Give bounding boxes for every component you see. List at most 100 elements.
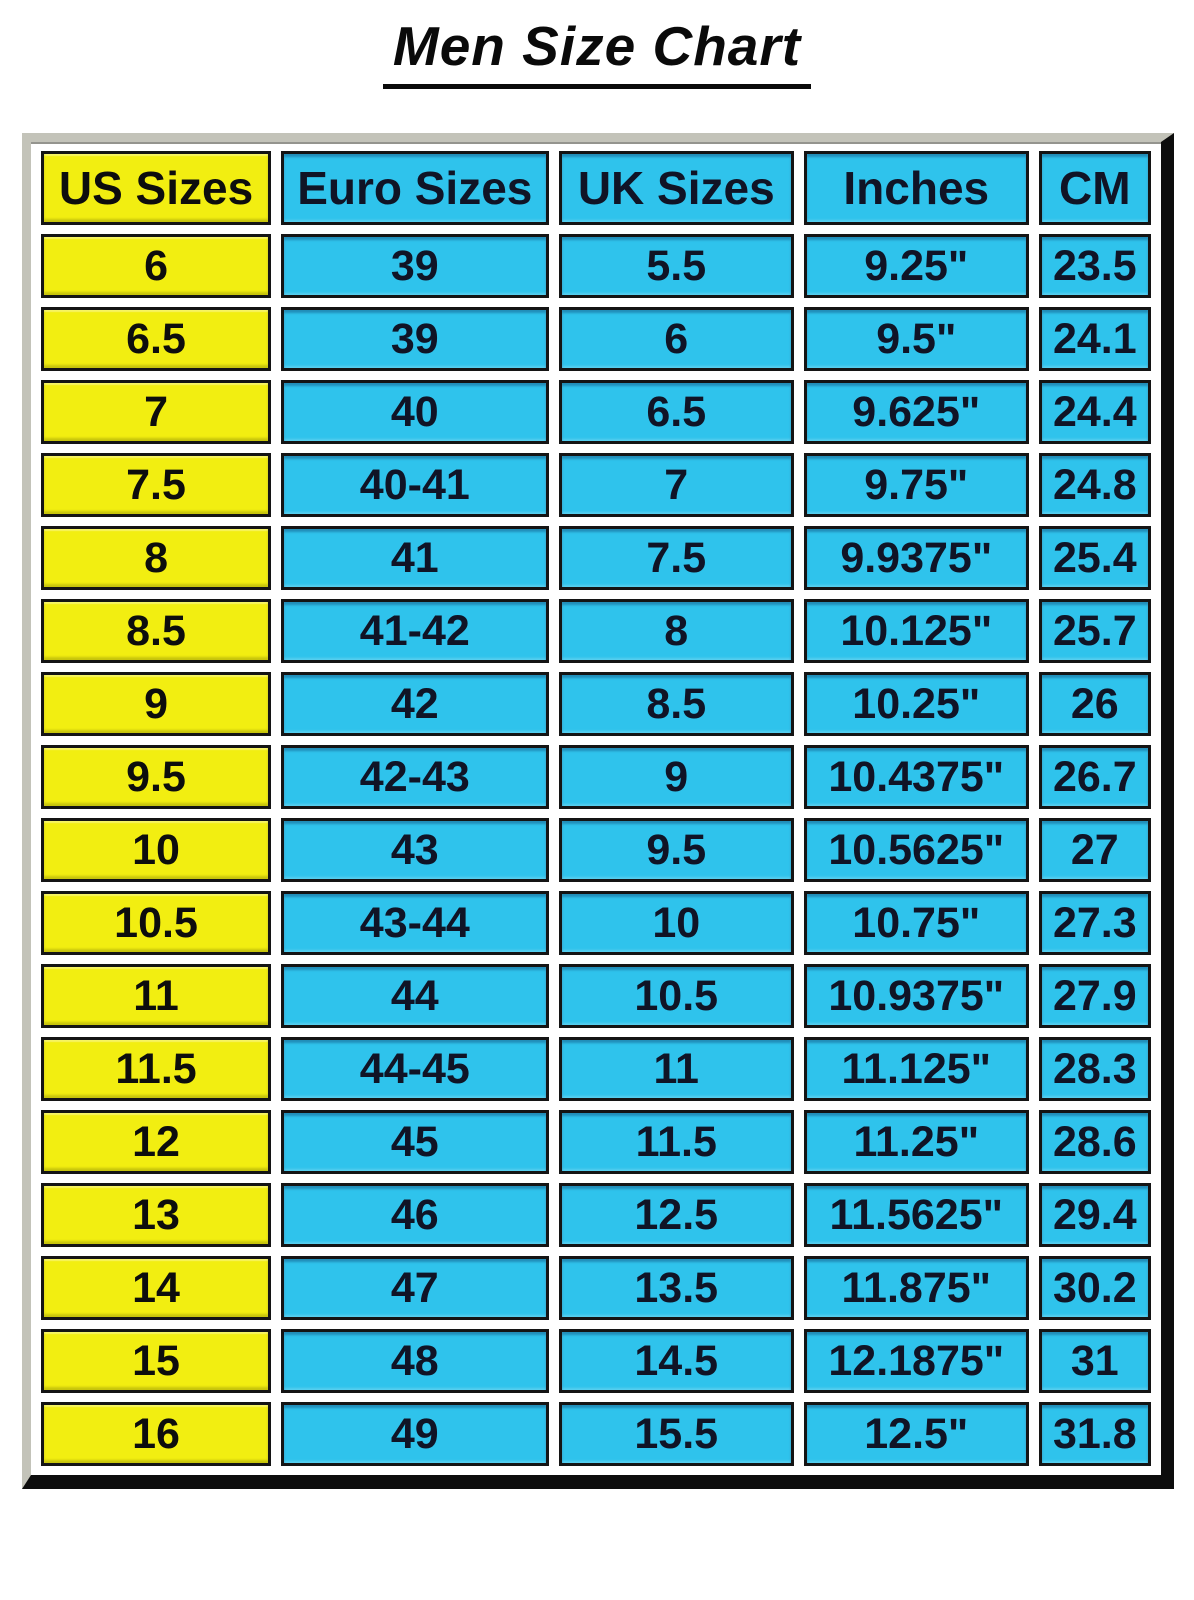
table-cell: 12.1875" xyxy=(803,1329,1029,1393)
table-cell: 13 xyxy=(41,1183,272,1247)
table-cell: 8.5 xyxy=(558,672,794,736)
table-cell: 14.5 xyxy=(558,1329,794,1393)
table-cell: 42-43 xyxy=(281,745,549,809)
table-cell: 26 xyxy=(1038,672,1151,736)
table-cell: 25.7 xyxy=(1038,599,1151,663)
table-cell: 44-45 xyxy=(281,1037,549,1101)
table-cell: 8.5 xyxy=(41,599,272,663)
table-row: 16 49 15.5 12.5" 31.8 xyxy=(41,1402,1151,1466)
table-cell: 28.3 xyxy=(1038,1037,1151,1101)
table-row: 11.5 44-45 11 11.125" 28.3 xyxy=(41,1037,1151,1101)
table-cell: 25.4 xyxy=(1038,526,1151,590)
table-cell: 24.8 xyxy=(1038,453,1151,517)
table-row: 10.5 43-44 10 10.75" 27.3 xyxy=(41,891,1151,955)
table-cell: 47 xyxy=(281,1256,549,1320)
page-title: Men Size Chart xyxy=(382,14,812,89)
table-cell: 10 xyxy=(558,891,794,955)
table-cell: 28.6 xyxy=(1038,1110,1151,1174)
table-row: 8 41 7.5 9.9375" 25.4 xyxy=(41,526,1151,590)
table-cell: 6.5 xyxy=(41,307,272,371)
table-cell: 14 xyxy=(41,1256,272,1320)
table-cell: 40 xyxy=(281,380,549,444)
table-cell: 16 xyxy=(41,1402,272,1466)
table-cell: 10.5625" xyxy=(803,818,1029,882)
table-cell: 11.125" xyxy=(803,1037,1029,1101)
table-row: 9.5 42-43 9 10.4375" 26.7 xyxy=(41,745,1151,809)
table-cell: 6.5 xyxy=(558,380,794,444)
table-cell: 15.5 xyxy=(558,1402,794,1466)
column-header-cm: CM xyxy=(1038,151,1151,225)
table-cell: 9 xyxy=(41,672,272,736)
table-cell: 39 xyxy=(281,307,549,371)
table-row: 15 48 14.5 12.1875" 31 xyxy=(41,1329,1151,1393)
table-row: 6 39 5.5 9.25" 23.5 xyxy=(41,234,1151,298)
table-cell: 49 xyxy=(281,1402,549,1466)
table-cell: 12 xyxy=(41,1110,272,1174)
column-header-us-sizes: US Sizes xyxy=(41,151,272,225)
column-header-uk-sizes: UK Sizes xyxy=(558,151,794,225)
table-cell: 41 xyxy=(281,526,549,590)
table-cell: 12.5 xyxy=(558,1183,794,1247)
table-cell: 8 xyxy=(558,599,794,663)
table-cell: 11.5 xyxy=(558,1110,794,1174)
table-cell: 27.3 xyxy=(1038,891,1151,955)
table-cell: 29.4 xyxy=(1038,1183,1151,1247)
table-cell: 24.4 xyxy=(1038,380,1151,444)
table-cell: 11.5625" xyxy=(803,1183,1029,1247)
table-cell: 30.2 xyxy=(1038,1256,1151,1320)
table-cell: 24.1 xyxy=(1038,307,1151,371)
table-cell: 10.4375" xyxy=(803,745,1029,809)
table-cell: 7.5 xyxy=(558,526,794,590)
table-cell: 31 xyxy=(1038,1329,1151,1393)
table-cell: 9.25" xyxy=(803,234,1029,298)
table-row: 9 42 8.5 10.25" 26 xyxy=(41,672,1151,736)
table-cell: 9.75" xyxy=(803,453,1029,517)
table-cell: 11.5 xyxy=(41,1037,272,1101)
table-row: 7.5 40-41 7 9.75" 24.8 xyxy=(41,453,1151,517)
table-cell: 10.5 xyxy=(558,964,794,1028)
table-cell: 7 xyxy=(558,453,794,517)
table-row: 14 47 13.5 11.875" 30.2 xyxy=(41,1256,1151,1320)
table-cell: 9 xyxy=(558,745,794,809)
table-cell: 10.9375" xyxy=(803,964,1029,1028)
column-header-inches: Inches xyxy=(803,151,1029,225)
table-cell: 43-44 xyxy=(281,891,549,955)
table-cell: 23.5 xyxy=(1038,234,1151,298)
table-cell: 43 xyxy=(281,818,549,882)
column-header-euro-sizes: Euro Sizes xyxy=(281,151,549,225)
table-row: 12 45 11.5 11.25" 28.6 xyxy=(41,1110,1151,1174)
table-cell: 40-41 xyxy=(281,453,549,517)
table-cell: 27.9 xyxy=(1038,964,1151,1028)
table-cell: 10.125" xyxy=(803,599,1029,663)
table-row: 8.5 41-42 8 10.125" 25.7 xyxy=(41,599,1151,663)
table-cell: 31.8 xyxy=(1038,1402,1151,1466)
header-row: US Sizes Euro Sizes UK Sizes Inches CM xyxy=(41,151,1151,225)
table-cell: 11.25" xyxy=(803,1110,1029,1174)
table-cell: 10.5 xyxy=(41,891,272,955)
table-cell: 26.7 xyxy=(1038,745,1151,809)
table-cell: 48 xyxy=(281,1329,549,1393)
table-cell: 15 xyxy=(41,1329,272,1393)
table-row: 10 43 9.5 10.5625" 27 xyxy=(41,818,1151,882)
table-row: 6.5 39 6 9.5" 24.1 xyxy=(41,307,1151,371)
table-cell: 5.5 xyxy=(558,234,794,298)
table-cell: 46 xyxy=(281,1183,549,1247)
table-cell: 44 xyxy=(281,964,549,1028)
table-cell: 13.5 xyxy=(558,1256,794,1320)
table-cell: 9.5 xyxy=(558,818,794,882)
table-frame: US Sizes Euro Sizes UK Sizes Inches CM 6… xyxy=(22,133,1174,1489)
table-cell: 8 xyxy=(41,526,272,590)
table-cell: 39 xyxy=(281,234,549,298)
table-row: 11 44 10.5 10.9375" 27.9 xyxy=(41,964,1151,1028)
table-cell: 9.5 xyxy=(41,745,272,809)
table-cell: 9.625" xyxy=(803,380,1029,444)
table-body: 6 39 5.5 9.25" 23.5 6.5 39 6 9.5" 24.1 7 40 6.5 9.625… xyxy=(41,234,1151,1466)
table-cell: 6 xyxy=(558,307,794,371)
table-cell: 9.5" xyxy=(803,307,1029,371)
table-cell: 41-42 xyxy=(281,599,549,663)
size-chart-table: US Sizes Euro Sizes UK Sizes Inches CM 6… xyxy=(31,142,1161,1475)
title-bar: Men Size Chart xyxy=(0,0,1194,89)
table-cell: 10.25" xyxy=(803,672,1029,736)
table-cell: 7.5 xyxy=(41,453,272,517)
table-cell: 45 xyxy=(281,1110,549,1174)
